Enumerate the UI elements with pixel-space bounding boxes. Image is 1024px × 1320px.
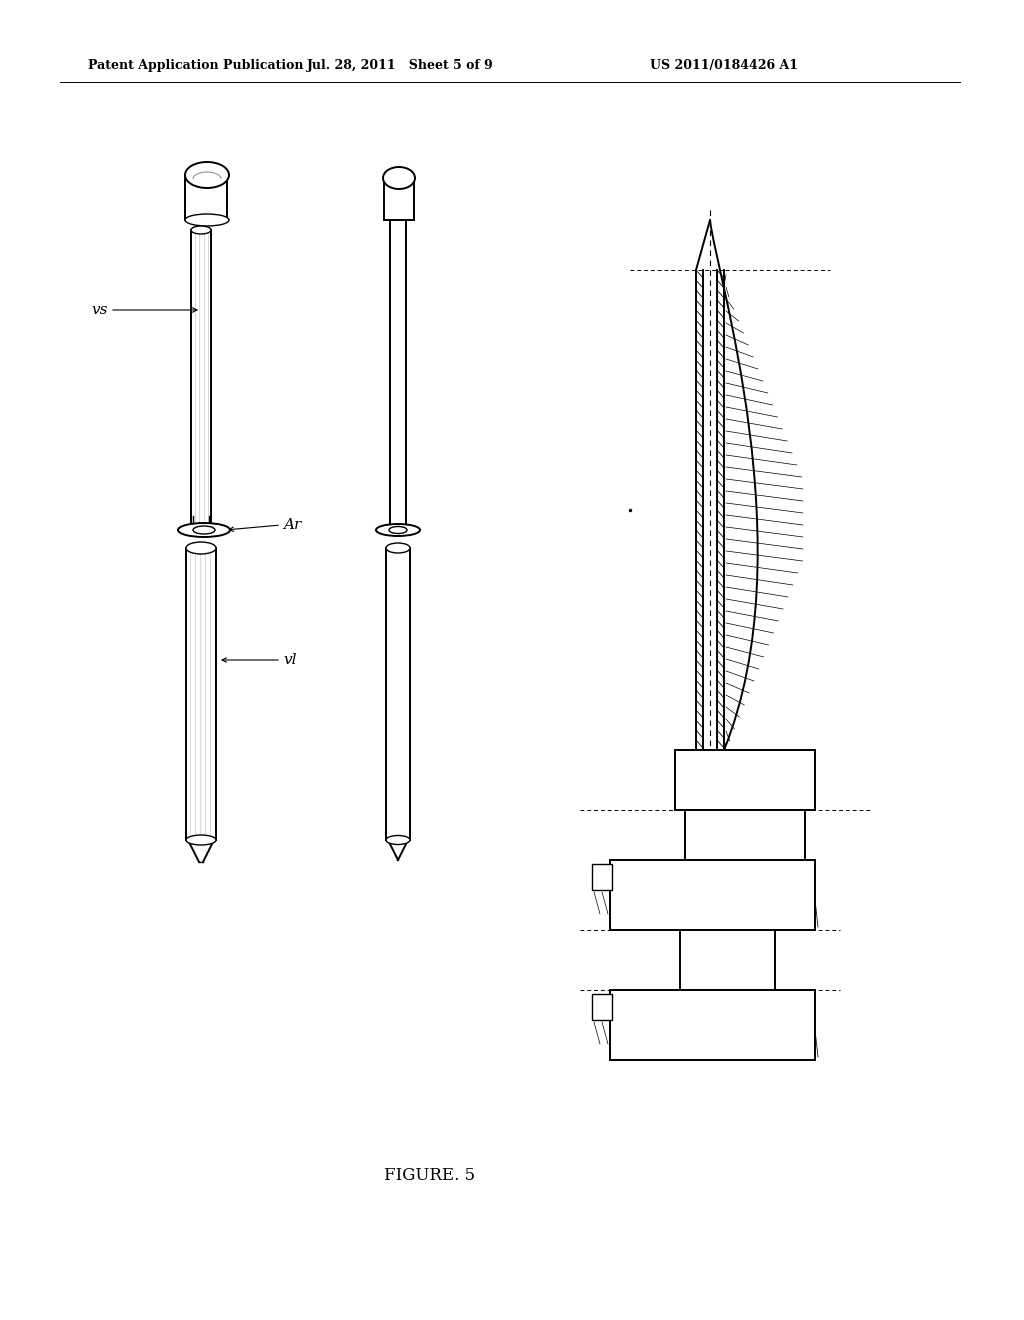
Bar xyxy=(592,865,612,890)
Ellipse shape xyxy=(389,527,407,533)
Text: FIGURE. 5: FIGURE. 5 xyxy=(384,1167,475,1184)
Text: Ar: Ar xyxy=(283,517,301,532)
Bar xyxy=(592,994,612,1020)
Ellipse shape xyxy=(186,836,216,845)
Ellipse shape xyxy=(186,543,216,554)
Text: Jul. 28, 2011   Sheet 5 of 9: Jul. 28, 2011 Sheet 5 of 9 xyxy=(306,58,494,71)
Ellipse shape xyxy=(383,168,415,189)
Ellipse shape xyxy=(191,226,211,234)
Ellipse shape xyxy=(185,162,229,187)
Text: Patent Application Publication: Patent Application Publication xyxy=(88,58,303,71)
Ellipse shape xyxy=(193,525,215,535)
Ellipse shape xyxy=(178,523,230,537)
Bar xyxy=(680,931,775,990)
Bar xyxy=(610,990,815,1060)
Text: US 2011/0184426 A1: US 2011/0184426 A1 xyxy=(650,58,798,71)
Bar xyxy=(610,861,815,931)
Ellipse shape xyxy=(185,214,229,226)
Ellipse shape xyxy=(376,524,420,536)
Text: vl: vl xyxy=(283,653,297,667)
Ellipse shape xyxy=(386,543,410,553)
Ellipse shape xyxy=(386,836,410,845)
Bar xyxy=(685,810,805,861)
Text: vs: vs xyxy=(91,304,108,317)
Bar xyxy=(675,750,815,810)
